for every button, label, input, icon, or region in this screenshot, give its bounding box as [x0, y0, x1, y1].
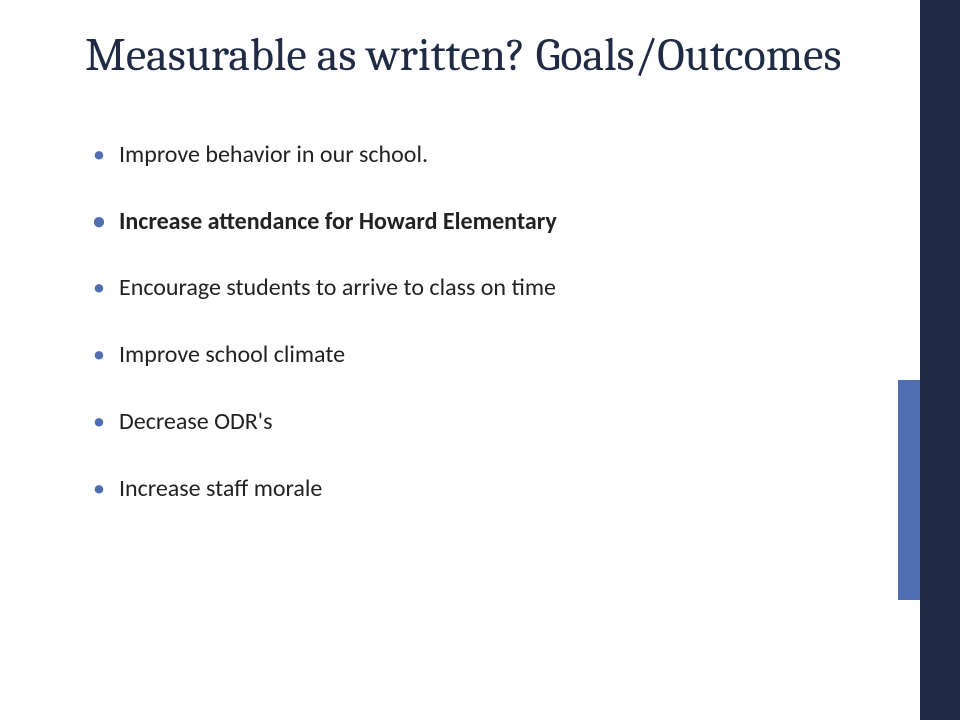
list-item: Improve behavior in our school.	[93, 141, 870, 170]
sidebar-dark-stripe	[920, 0, 960, 720]
list-item: Increase staff morale	[93, 475, 870, 504]
slide-content: Measurable as written? Goals/Outcomes Im…	[85, 30, 870, 542]
list-item: Increase attendance for Howard Elementar…	[93, 208, 870, 237]
list-item: Encourage students to arrive to class on…	[93, 274, 870, 303]
list-item: Decrease ODR's	[93, 408, 870, 437]
sidebar-accent-stripe	[898, 380, 920, 600]
slide-title: Measurable as written? Goals/Outcomes	[85, 30, 870, 83]
list-item: Improve school climate	[93, 341, 870, 370]
bullet-list: Improve behavior in our school. Increase…	[85, 141, 870, 504]
